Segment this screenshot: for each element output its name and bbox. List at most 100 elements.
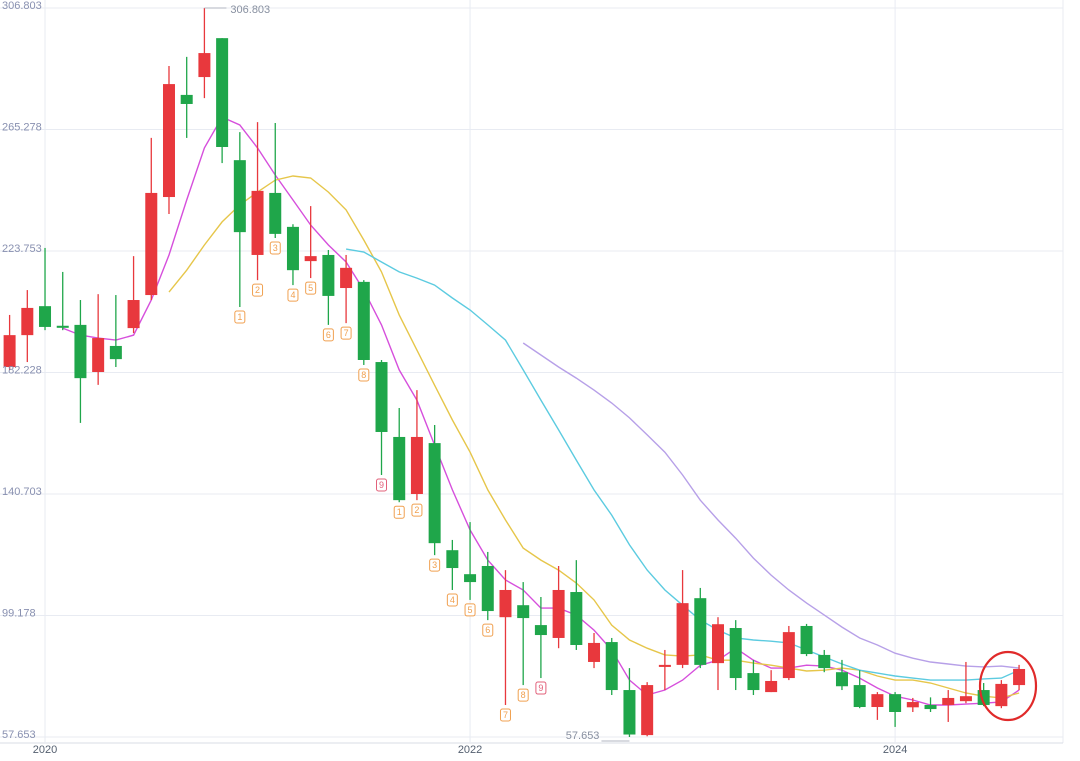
candle-body bbox=[410, 436, 423, 495]
candle-body bbox=[942, 697, 955, 705]
candle-body bbox=[747, 673, 760, 691]
candle-body bbox=[588, 642, 601, 662]
y-tick-label: 265.278 bbox=[2, 121, 42, 133]
candle-body bbox=[552, 589, 565, 638]
candle-body bbox=[924, 704, 937, 710]
candle-body bbox=[109, 345, 122, 360]
td-label: 9 bbox=[379, 480, 384, 490]
candle-body bbox=[570, 592, 583, 645]
candle-body bbox=[375, 362, 388, 432]
candle-body bbox=[162, 84, 175, 198]
candle-body bbox=[835, 672, 848, 687]
td-box bbox=[287, 288, 299, 302]
td-box bbox=[358, 368, 370, 382]
td-label: 4 bbox=[290, 290, 295, 300]
candle-body bbox=[694, 598, 707, 665]
td-box bbox=[376, 478, 388, 492]
td-label: 1 bbox=[397, 507, 402, 517]
candle-body bbox=[534, 625, 547, 636]
td-label: 2 bbox=[255, 285, 260, 295]
candle-body bbox=[499, 589, 512, 618]
td-box bbox=[234, 310, 246, 324]
candle-body bbox=[623, 690, 636, 735]
candle-body bbox=[233, 160, 246, 233]
candle-body bbox=[712, 624, 724, 664]
max-label: 306.803 bbox=[230, 4, 270, 16]
grid bbox=[0, 0, 1063, 743]
td-label: 4 bbox=[450, 595, 455, 605]
td-label: 1 bbox=[237, 312, 242, 322]
candle-body bbox=[74, 324, 87, 379]
candle-body bbox=[127, 300, 140, 329]
candle-body bbox=[251, 190, 264, 255]
td-box bbox=[269, 241, 281, 255]
candle-body bbox=[658, 664, 671, 667]
candle-body bbox=[995, 683, 1008, 707]
min-label: 57.653 bbox=[566, 730, 600, 742]
labels: 57.653 99.178 140.703 182.228 223.753 265.278… bbox=[2, 0, 907, 756]
candle-body bbox=[446, 550, 459, 569]
candle-body bbox=[304, 256, 317, 262]
td-label: 9 bbox=[538, 683, 543, 693]
td-label: 8 bbox=[361, 370, 366, 380]
y-tick-label: 223.753 bbox=[2, 243, 42, 255]
td-box bbox=[429, 558, 441, 572]
x-tick-label: 2024 bbox=[883, 744, 907, 756]
td-label: 7 bbox=[344, 328, 349, 338]
candle-body bbox=[357, 281, 370, 361]
candle-body bbox=[481, 565, 494, 612]
candle-body bbox=[729, 628, 742, 679]
td-label: 3 bbox=[432, 560, 437, 570]
candle-body bbox=[605, 642, 618, 691]
candle-body bbox=[906, 702, 919, 708]
candle-body bbox=[818, 654, 831, 669]
td-box bbox=[322, 328, 334, 342]
candle-body bbox=[21, 307, 34, 336]
td-box bbox=[464, 603, 476, 617]
x-tick-label: 2022 bbox=[458, 744, 482, 756]
candles bbox=[3, 8, 1026, 737]
y-tick-label: 306.803 bbox=[2, 0, 42, 12]
moving-average-line bbox=[168, 175, 1020, 699]
td-label: 3 bbox=[273, 243, 278, 253]
td-box bbox=[535, 681, 547, 695]
candle-body bbox=[428, 443, 441, 544]
candle-body bbox=[1013, 668, 1026, 686]
candle-body bbox=[889, 694, 902, 712]
candle-body bbox=[56, 325, 69, 328]
td-label: 6 bbox=[485, 625, 490, 635]
candle-body bbox=[340, 267, 353, 289]
td-box bbox=[482, 623, 494, 637]
y-tick-label: 140.703 bbox=[2, 486, 42, 498]
td-box bbox=[499, 708, 511, 722]
candle-body bbox=[286, 226, 299, 271]
x-tick-label: 2020 bbox=[33, 744, 57, 756]
td-label: 6 bbox=[326, 330, 331, 340]
candle-body bbox=[198, 53, 211, 78]
td-label: 8 bbox=[521, 690, 526, 700]
highlight-circle bbox=[978, 650, 1038, 722]
td-label: 5 bbox=[468, 605, 473, 615]
candle-body bbox=[959, 696, 972, 702]
candle-body bbox=[676, 603, 689, 665]
candle-body bbox=[180, 94, 193, 104]
candle-body bbox=[145, 192, 158, 296]
td-label: 2 bbox=[414, 505, 419, 515]
candle-body bbox=[92, 338, 105, 372]
candle-body bbox=[39, 306, 52, 327]
candle-body bbox=[464, 574, 477, 583]
y-tick-label: 57.653 bbox=[2, 729, 36, 741]
y-tick-label: 99.178 bbox=[2, 607, 36, 619]
candle-body bbox=[3, 335, 16, 368]
td-label: 5 bbox=[308, 283, 313, 293]
td-box bbox=[252, 283, 264, 297]
td-label: 7 bbox=[503, 710, 508, 720]
candle-body bbox=[800, 625, 813, 655]
candle-body bbox=[641, 685, 654, 736]
candle-body bbox=[853, 685, 866, 708]
candle-body bbox=[393, 436, 406, 501]
td-box bbox=[411, 503, 423, 517]
candle-body bbox=[269, 192, 282, 234]
candle-body bbox=[765, 680, 778, 693]
